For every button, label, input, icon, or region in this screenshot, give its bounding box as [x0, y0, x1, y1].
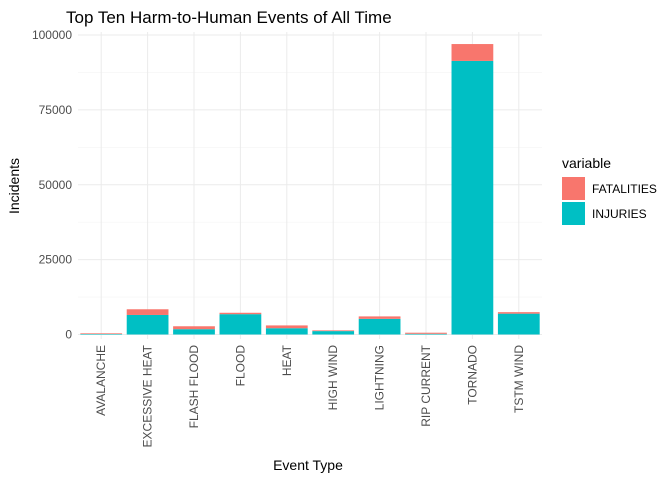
bar-injuries-lightning	[358, 318, 401, 335]
y-axis-ticks: 0 25000 50000 75000 100000	[32, 28, 72, 342]
chart-title: Top Ten Harm-to-Human Events of All Time	[66, 8, 392, 27]
bar-fatalities-rip-current	[405, 332, 447, 334]
bar-injuries-tstm-wind	[497, 313, 540, 335]
bar-injuries-avalanche	[80, 333, 123, 335]
bar-injuries-rip-current	[405, 333, 447, 335]
bar-fatalities-lightning	[358, 316, 401, 319]
legend-label-fatalities: FATALITIES	[592, 182, 657, 196]
x-tick-label: HIGH WIND	[326, 345, 340, 411]
bar-fatalities-tstm-wind	[497, 312, 540, 314]
x-tick-label: EXCESSIVE HEAT	[141, 344, 155, 447]
bar-fatalities-avalanche	[80, 333, 123, 334]
x-tick-label: FLASH FLOOD	[187, 345, 201, 429]
y-axis-title: Incidents	[6, 158, 22, 214]
x-tick-label: HEAT	[280, 344, 294, 376]
y-tick-label: 100000	[32, 28, 72, 42]
legend-swatch-injuries	[562, 202, 585, 225]
bar-injuries-flash-flood	[173, 329, 215, 335]
bar-injuries-flood	[219, 314, 262, 335]
x-tick-label: LIGHTNING	[373, 345, 387, 410]
bar-injuries-high-wind	[312, 331, 355, 335]
bar-injuries-heat	[265, 328, 308, 335]
legend-label-injuries: INJURIES	[592, 207, 647, 221]
bar-fatalities-tornado	[451, 44, 494, 61]
x-axis-ticks: AVALANCHE EXCESSIVE HEAT FLASH FLOOD FLOOD H…	[94, 344, 526, 447]
x-axis-title: Event Type	[273, 457, 343, 473]
x-tick-label: TORNADO	[465, 345, 479, 405]
bar-injuries-excessive-heat	[126, 314, 169, 335]
y-tick-label: 75000	[39, 103, 73, 117]
legend-swatch-fatalities	[562, 177, 585, 200]
x-tick-label: RIP CURRENT	[419, 344, 433, 426]
y-tick-label: 25000	[39, 253, 73, 267]
y-tick-label: 0	[65, 328, 72, 342]
bar-fatalities-flood	[219, 312, 262, 315]
legend: variable FATALITIES INJURIES	[562, 155, 657, 225]
y-tick-label: 50000	[39, 178, 73, 192]
x-tick-label: TSTM WIND	[512, 345, 526, 413]
bars	[80, 44, 540, 335]
bar-injuries-tornado	[451, 60, 494, 335]
x-tick-label: AVALANCHE	[94, 345, 108, 416]
bar-fatalities-flash-flood	[173, 326, 215, 330]
bar-fatalities-heat	[265, 325, 308, 329]
bar-fatalities-excessive-heat	[126, 309, 169, 315]
legend-title: variable	[562, 155, 611, 171]
x-tick-label: FLOOD	[233, 345, 247, 387]
bar-fatalities-high-wind	[312, 330, 355, 332]
